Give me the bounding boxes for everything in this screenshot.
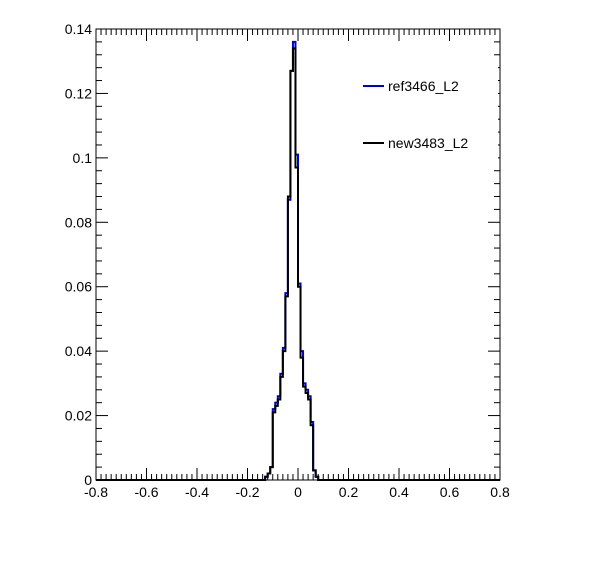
x-tick-label: 0.6 — [440, 484, 460, 500]
y-tick-label: 0.1 — [73, 150, 93, 166]
x-tick-label: -0.4 — [185, 484, 209, 500]
legend: ref3466_L2 new3483_L2 — [357, 60, 498, 170]
x-tick-label: 0 — [294, 484, 302, 500]
y-tick-label: 0.04 — [65, 343, 92, 359]
x-tick-label: 0.8 — [490, 484, 510, 500]
legend-label: new3483_L2 — [388, 135, 468, 151]
y-tick-label: 0.12 — [65, 85, 92, 101]
x-tick-label: 0.4 — [389, 484, 409, 500]
series-line-new3483_L2 — [96, 47, 500, 481]
legend-label: ref3466_L2 — [388, 78, 459, 94]
legend-box — [357, 60, 498, 170]
x-tick-label: 0.2 — [339, 484, 359, 500]
y-tick-label: 0 — [84, 472, 92, 488]
x-tick-label: -0.6 — [134, 484, 158, 500]
y-tick-label: 0.14 — [65, 21, 92, 37]
y-tick-label: 0.06 — [65, 279, 92, 295]
x-tick-label: -0.2 — [235, 484, 259, 500]
y-tick-label: 0.08 — [65, 214, 92, 230]
series-layer — [96, 40, 500, 481]
x-tick-label: -0.8 — [84, 484, 108, 500]
y-tick-label: 0.02 — [65, 408, 92, 424]
x-axis: -0.8 -0.6 -0.4 -0.2 0 0.2 0.4 0.6 0.8 — [84, 29, 510, 500]
